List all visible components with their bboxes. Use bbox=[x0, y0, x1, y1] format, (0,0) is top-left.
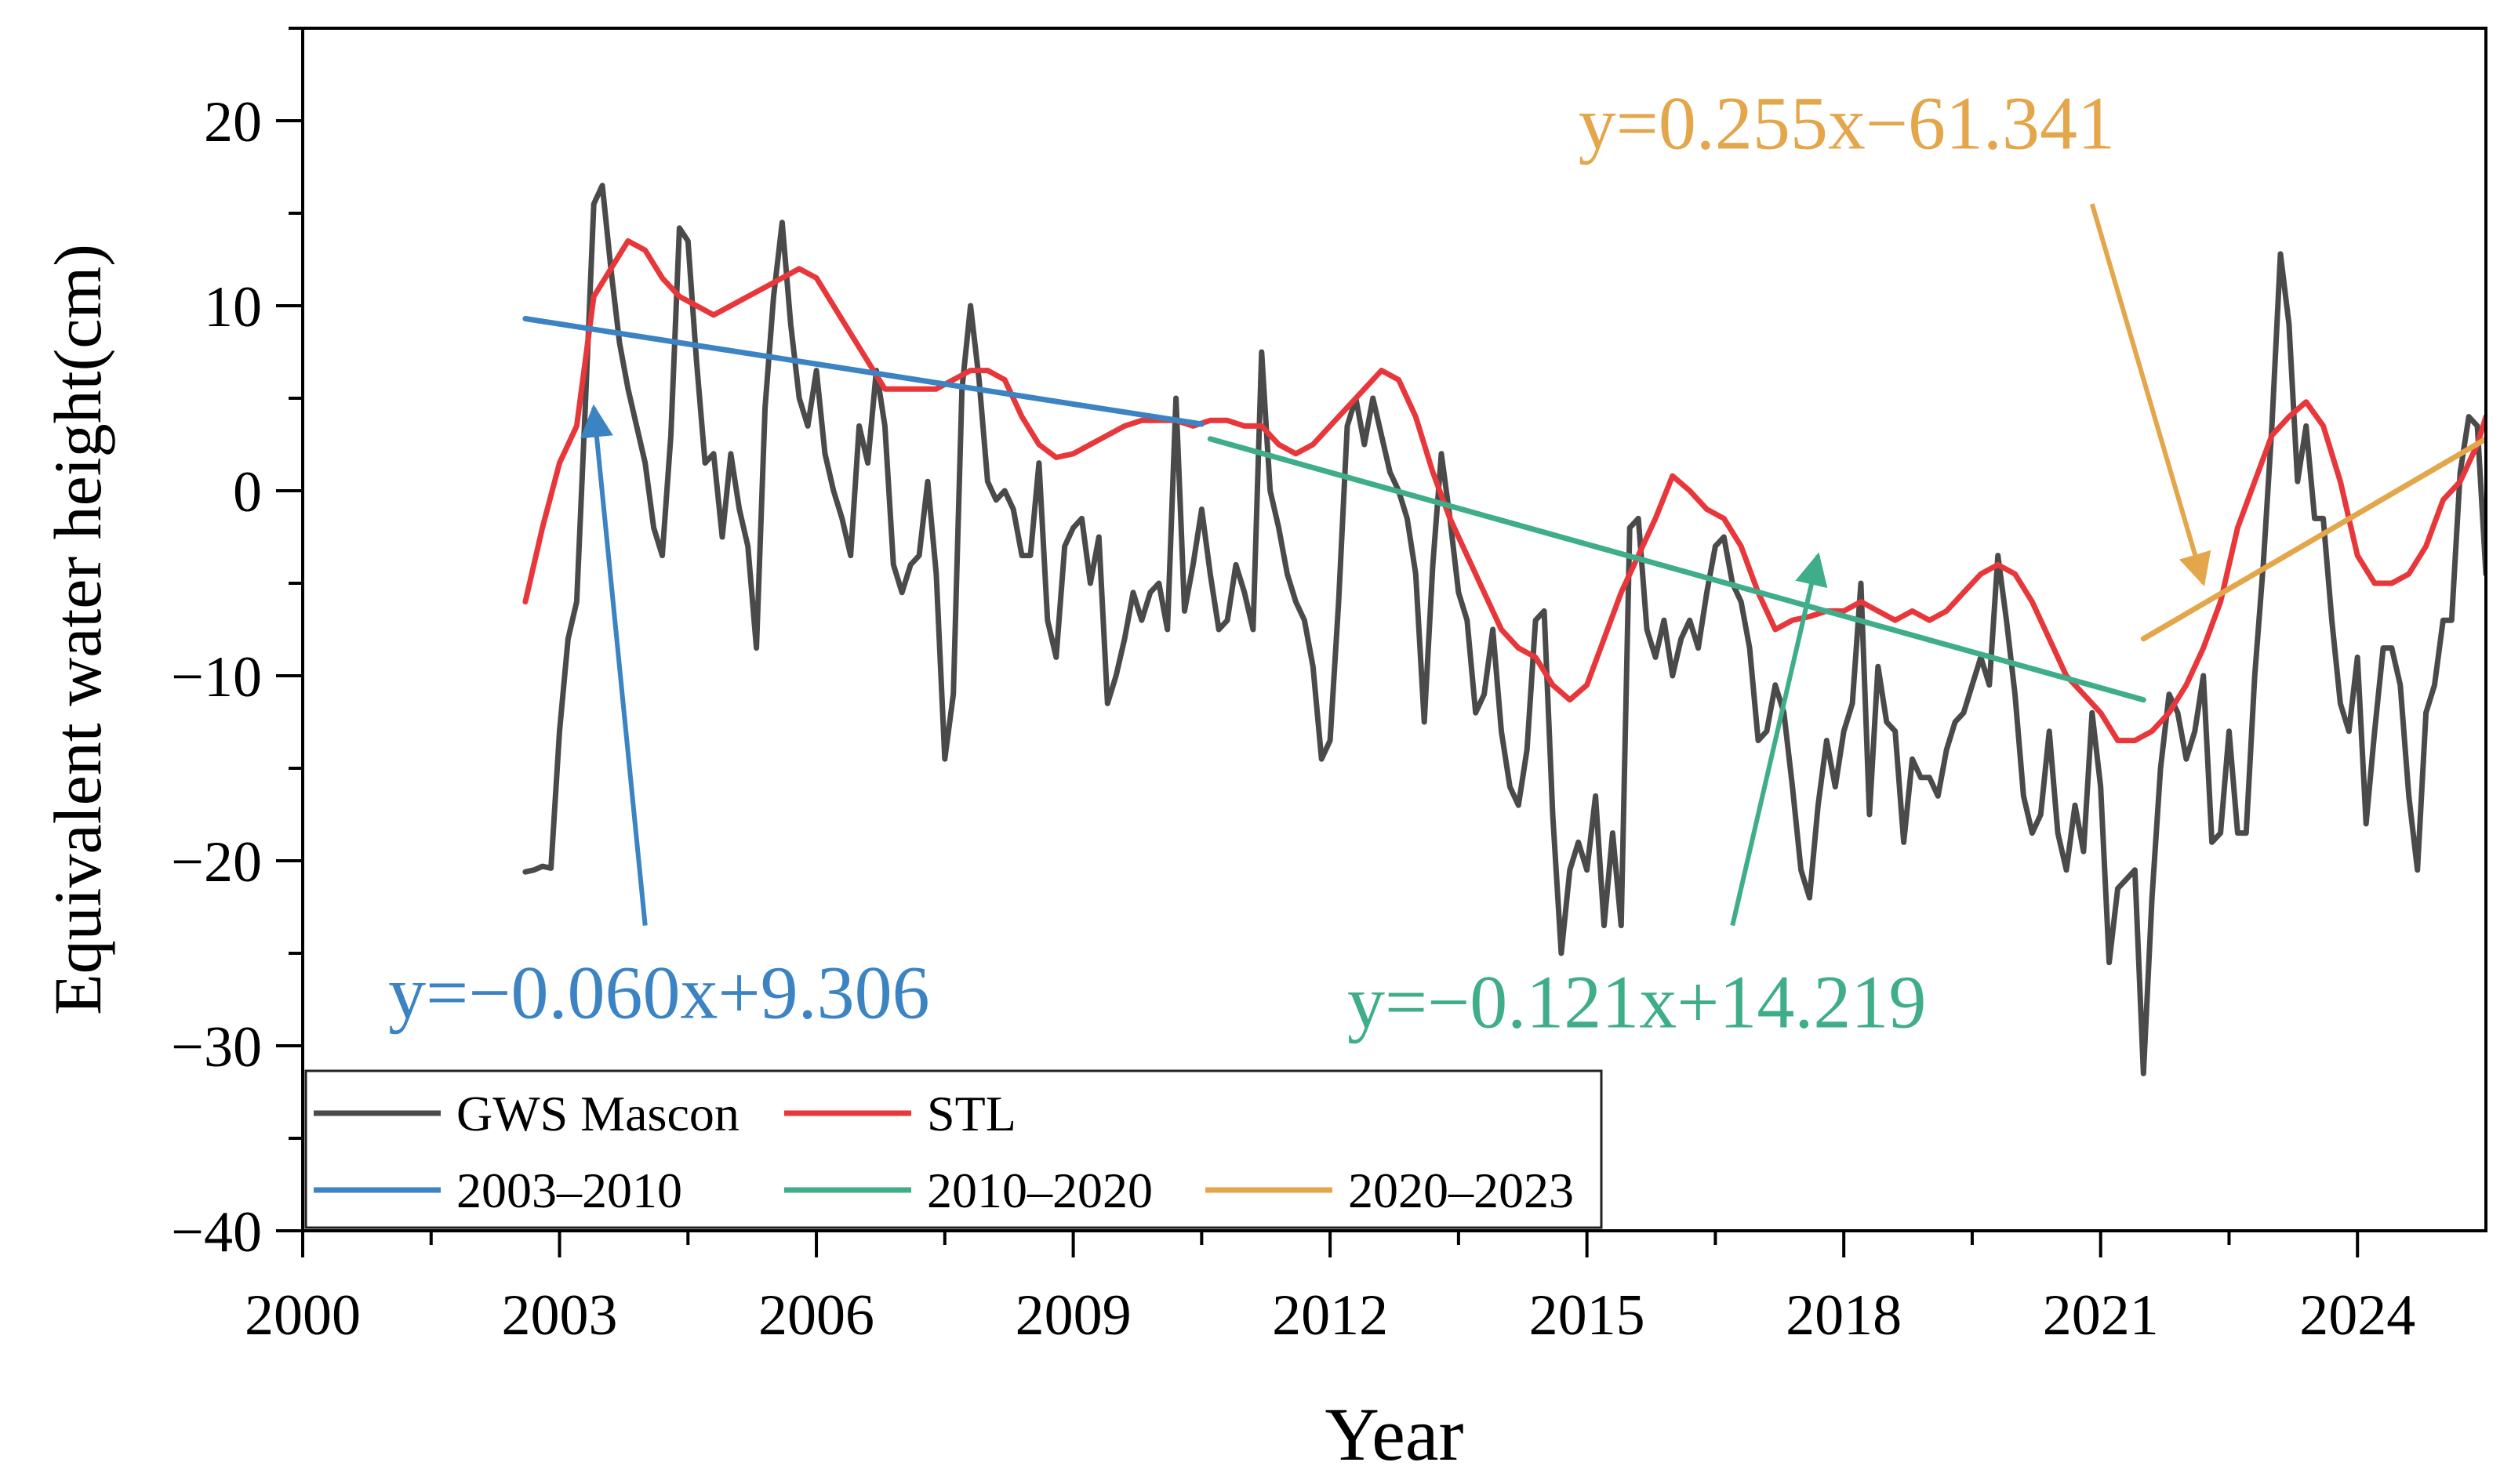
x-tick-label-0: 2000 bbox=[245, 1283, 361, 1348]
legend-label-4: 2020–2023 bbox=[1348, 1163, 1574, 1218]
y-tick-label-2: −20 bbox=[171, 830, 262, 894]
y-tick-label-4: 0 bbox=[233, 460, 262, 524]
y-axis-label: Equivalent water height(cm) bbox=[40, 244, 115, 1015]
series-line-0 bbox=[522, 183, 2486, 1076]
legend-label-1: STL bbox=[927, 1086, 1016, 1141]
y-tick-label-6: 20 bbox=[204, 90, 262, 154]
x-axis-label: Year bbox=[1325, 1392, 1464, 1476]
plot-area: y=−0.060x+9.306 y=−0.121x+14.219 y=0.255x−… bbox=[301, 27, 2487, 1232]
x-tick-label-5: 2015 bbox=[1529, 1283, 1645, 1348]
annotation-arrow-2 bbox=[2089, 203, 2211, 587]
series-line-3 bbox=[1207, 436, 2146, 703]
annotation-label-1: y=−0.121x+14.219 bbox=[1347, 960, 1926, 1043]
x-tick-label-1: 2003 bbox=[502, 1283, 618, 1348]
annotation-arrow-0 bbox=[580, 404, 648, 926]
x-tick-label-3: 2009 bbox=[1016, 1283, 1132, 1348]
x-tick-label-4: 2012 bbox=[1272, 1283, 1388, 1348]
plot-frame bbox=[301, 27, 2487, 1232]
legend-label-2: 2003–2010 bbox=[456, 1163, 682, 1218]
annotation-arrow-1 bbox=[1730, 552, 1828, 927]
series-line-2 bbox=[522, 316, 1205, 427]
series-layer bbox=[522, 183, 2486, 1076]
x-tick-label-2: 2006 bbox=[758, 1283, 874, 1348]
series-line-1 bbox=[522, 238, 2486, 744]
x-tick-label-7: 2021 bbox=[2043, 1283, 2159, 1348]
x-tick-label-8: 2024 bbox=[2299, 1283, 2415, 1348]
series-line-4 bbox=[2140, 436, 2486, 642]
legend-label-3: 2010–2020 bbox=[927, 1163, 1153, 1218]
x-tick-label-6: 2018 bbox=[1786, 1283, 1902, 1348]
y-tick-label-1: −30 bbox=[171, 1015, 262, 1079]
y-axis: −40 −30 −20 −10 0 10 20 bbox=[171, 27, 303, 1264]
legend: GWS Mascon STL 2003–2010 2010–2020 2020–2023 bbox=[304, 1069, 1603, 1229]
annotation-label-2: y=0.255x−61.341 bbox=[1579, 81, 2115, 165]
legend-box bbox=[304, 1069, 1603, 1229]
y-tick-label-3: −10 bbox=[171, 645, 262, 709]
annotation-layer: y=−0.060x+9.306 y=−0.121x+14.219 y=0.255x−… bbox=[388, 81, 2211, 1043]
y-tick-label-0: −40 bbox=[171, 1200, 262, 1264]
y-tick-label-5: 10 bbox=[204, 275, 262, 339]
annotation-label-0: y=−0.060x+9.306 bbox=[388, 951, 929, 1035]
x-axis: 2000 2003 2006 2009 2012 2015 2018 2021 2024 bbox=[245, 1231, 2415, 1348]
legend-label-0: GWS Mascon bbox=[456, 1086, 739, 1141]
